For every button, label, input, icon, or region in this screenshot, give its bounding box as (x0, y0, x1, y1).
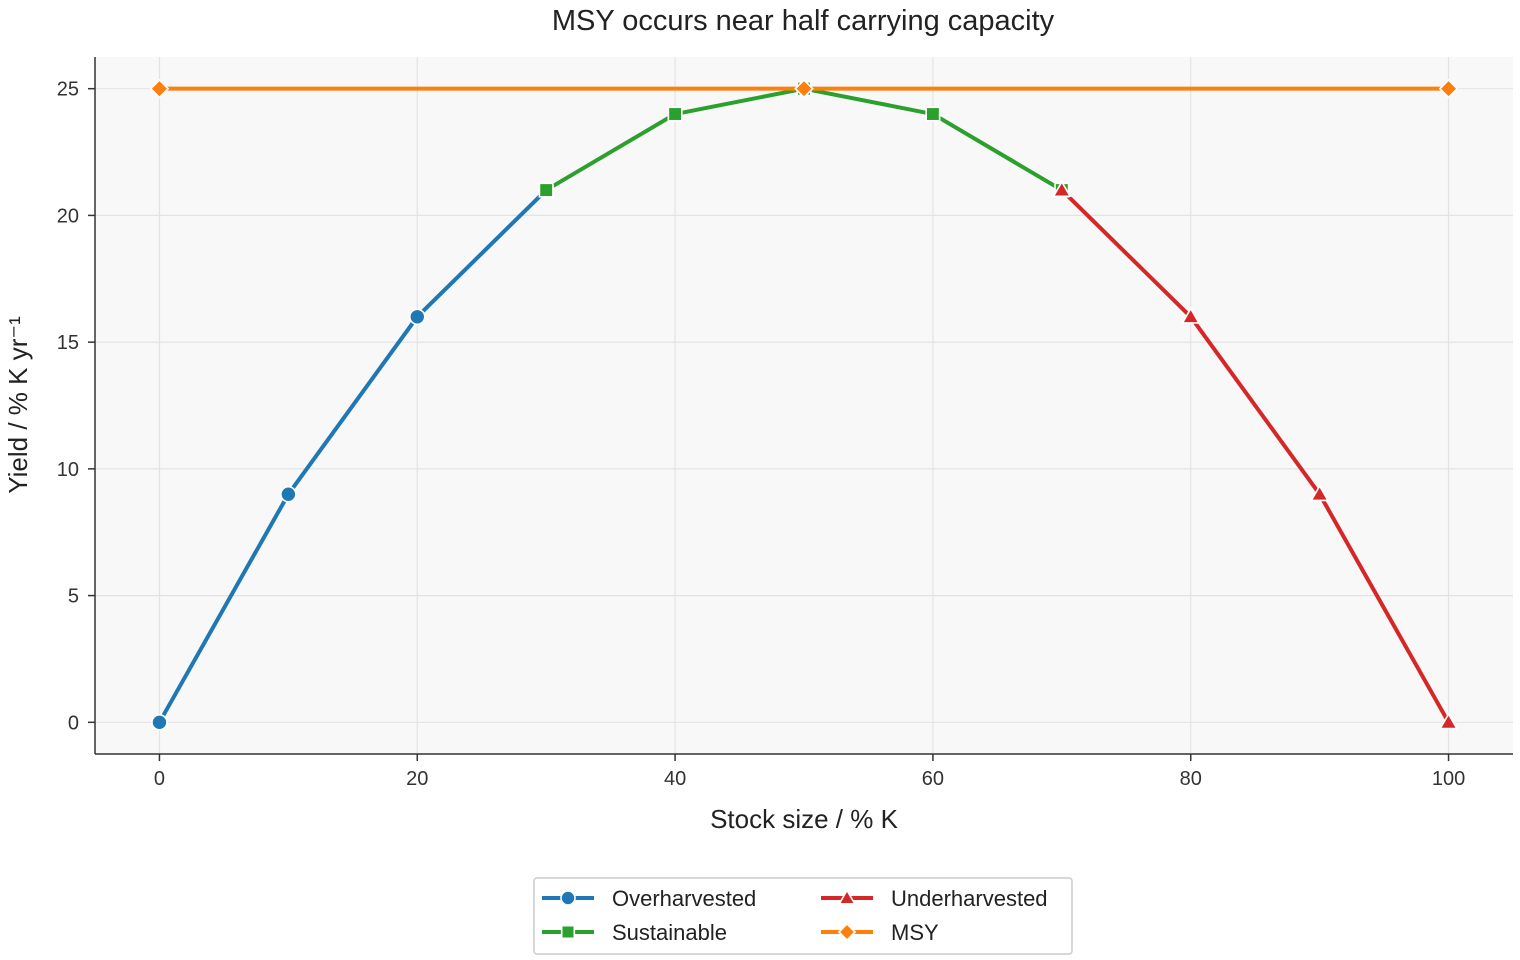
x-tick-label: 0 (154, 768, 165, 790)
legend-marker-overharvested (560, 890, 576, 906)
x-tick-label: 40 (664, 768, 686, 790)
y-axis-label: Yield / % K yr⁻¹ (3, 316, 33, 494)
x-tick-label: 100 (1432, 768, 1465, 790)
x-tick-label: 80 (1180, 768, 1202, 790)
data-point-sustainable (925, 106, 941, 122)
legend-marker-sustainable (560, 924, 576, 940)
data-point-overharvested (151, 714, 168, 731)
data-point-overharvested (280, 485, 297, 503)
data-point-underharvested (1181, 306, 1201, 324)
plot-area (95, 57, 1513, 754)
legend-item-underharvested: Underharvested (821, 886, 1048, 911)
data-point-overharvested (408, 308, 426, 326)
legend: Overharvested Sustainable Underharvested MS… (533, 877, 1073, 955)
legend-label: Sustainable (612, 920, 727, 945)
legend-item-msy: MSY (821, 920, 939, 945)
data-point-sustainable (538, 182, 554, 198)
data-point-underharvested (1438, 712, 1459, 730)
data-point-msy (1438, 78, 1459, 99)
chart-title: MSY occurs near half carrying capacity (552, 5, 1055, 37)
axes (94, 57, 1513, 755)
y-ticks: 0 5 10 15 20 25 (57, 79, 95, 734)
series-line-overharvested (157, 188, 548, 724)
x-axis-label: Stock size / % K (710, 804, 898, 834)
series-line-underharvested (1060, 188, 1451, 724)
legend-item-overharvested: Overharvested (542, 886, 756, 911)
legend-label: Underharvested (891, 886, 1048, 911)
y-tick-label: 5 (68, 586, 79, 608)
y-tick-label: 15 (57, 332, 79, 354)
legend-marker-underharvested (837, 888, 857, 905)
legend-frame (533, 877, 1073, 955)
series-markers (149, 78, 1459, 731)
legend-marker-msy (837, 922, 857, 942)
x-tick-label: 60 (922, 768, 944, 790)
y-tick-label: 0 (68, 712, 79, 734)
y-tick-label: 10 (57, 459, 79, 481)
x-ticks: 0 20 40 60 80 100 (154, 754, 1465, 790)
data-point-underharvested (1052, 180, 1072, 198)
x-tick-label: 20 (406, 768, 428, 790)
legend-label: MSY (891, 920, 939, 945)
data-point-msy (149, 78, 170, 99)
legend-label: Overharvested (612, 886, 756, 911)
data-point-msy (794, 78, 814, 99)
legend-item-sustainable: Sustainable (542, 920, 727, 945)
y-tick-label: 25 (57, 79, 79, 101)
y-tick-label: 20 (57, 205, 79, 227)
data-point-underharvested (1310, 484, 1330, 502)
data-point-sustainable (667, 106, 683, 122)
